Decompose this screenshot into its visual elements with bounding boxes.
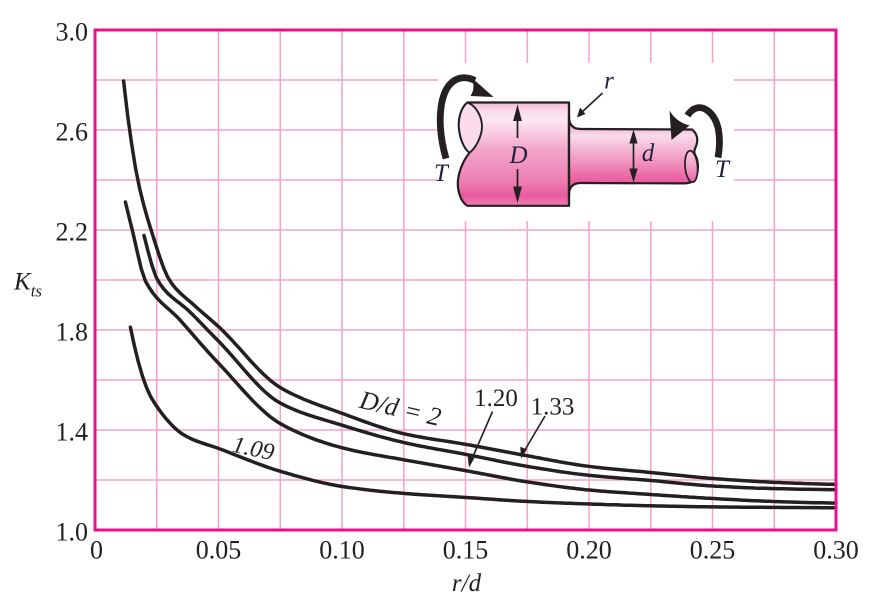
svg-text:d: d bbox=[642, 140, 655, 167]
svg-text:1.20: 1.20 bbox=[474, 385, 518, 412]
svg-text:r: r bbox=[604, 68, 614, 95]
svg-text:1.8: 1.8 bbox=[56, 318, 89, 347]
svg-text:T: T bbox=[715, 156, 731, 183]
svg-text:1.33: 1.33 bbox=[531, 394, 575, 421]
svg-text:0.30: 0.30 bbox=[813, 536, 859, 565]
svg-text:0.05: 0.05 bbox=[196, 536, 242, 565]
svg-text:T: T bbox=[434, 160, 450, 187]
svg-text:2.6: 2.6 bbox=[56, 118, 89, 147]
svg-text:0.10: 0.10 bbox=[319, 536, 365, 565]
svg-text:r/d: r/d bbox=[452, 570, 482, 597]
svg-text:2.2: 2.2 bbox=[56, 218, 89, 247]
svg-text:3.0: 3.0 bbox=[56, 18, 89, 47]
svg-text:0.25: 0.25 bbox=[690, 536, 736, 565]
svg-text:1.4: 1.4 bbox=[56, 418, 89, 447]
svg-text:0.15: 0.15 bbox=[443, 536, 489, 565]
svg-text:D: D bbox=[508, 142, 527, 169]
svg-text:0.20: 0.20 bbox=[566, 536, 612, 565]
svg-text:1.0: 1.0 bbox=[56, 518, 89, 547]
svg-text:0: 0 bbox=[90, 536, 103, 565]
